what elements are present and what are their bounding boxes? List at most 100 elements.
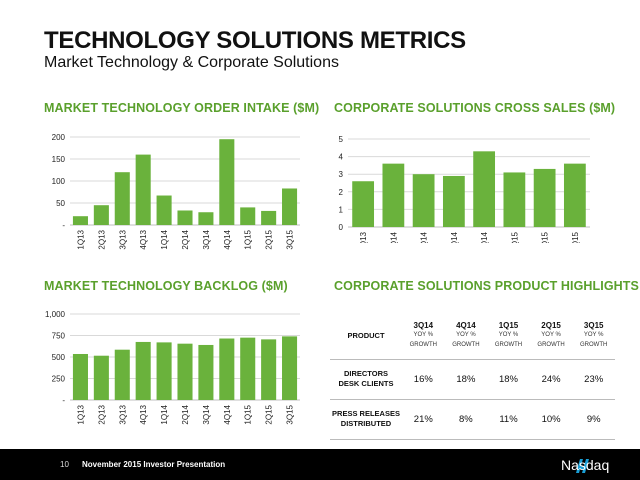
row-label: PRESS RELEASES DISTRIBUTED xyxy=(330,399,402,440)
x-tick-label: 3Q15 xyxy=(571,231,580,243)
bar xyxy=(563,163,586,227)
table-header-row: PRODUCT 3Q14 YOY % GROWTH 4Q14 YOY % GROWTH … xyxy=(330,313,615,360)
x-tick-label: 1Q13 xyxy=(76,404,85,424)
x-tick-label: 1Q14 xyxy=(389,231,398,243)
bar xyxy=(156,195,172,225)
table-cell: 18% xyxy=(487,359,530,400)
bar xyxy=(240,207,256,225)
order-intake-chart: - 50 100 150 200 1Q13 2Q13 3Q13 4Q13 1Q14 2Q14 3Q14… xyxy=(30,128,310,258)
x-tick-label: 3Q13 xyxy=(118,229,127,249)
column-header: 4Q14 YOY % GROWTH xyxy=(444,313,488,360)
bar xyxy=(261,339,277,400)
x-tick-label: 1Q15 xyxy=(244,404,253,424)
bar xyxy=(282,336,298,400)
bar xyxy=(177,343,193,400)
bar-chart-svg: 0 1 2 3 4 5 4Q13 1Q14 2Q14 3Q14 4Q14 1Q15 2Q15 3Q15 xyxy=(339,135,590,243)
product-highlights-table: PRODUCT 3Q14 YOY % GROWTH 4Q14 YOY % GROWTH … xyxy=(330,313,615,440)
bar xyxy=(177,210,193,225)
bar xyxy=(114,349,130,400)
bar xyxy=(93,355,109,400)
bar xyxy=(261,210,277,225)
x-tick-label: 2Q14 xyxy=(181,229,190,249)
bar xyxy=(473,151,496,227)
x-tick-label: 2Q15 xyxy=(265,229,274,249)
bar xyxy=(442,175,465,227)
table-cell: 18% xyxy=(444,359,488,400)
x-tick-label: 2Q14 xyxy=(181,404,190,424)
x-tick-label: 3Q14 xyxy=(202,404,211,424)
column-header: 1Q15 YOY % GROWTH xyxy=(487,313,530,360)
page-number: 10 xyxy=(60,460,69,469)
x-tick-label: 4Q14 xyxy=(223,229,232,249)
bar xyxy=(382,163,405,227)
x-tick-label: 2Q15 xyxy=(541,231,550,243)
y-tick-label: 3 xyxy=(339,170,344,179)
bar xyxy=(240,337,256,400)
bar xyxy=(72,353,88,400)
bar xyxy=(352,181,375,227)
x-tick-label: 2Q15 xyxy=(265,404,274,424)
bar xyxy=(412,174,435,227)
cross-sales-chart-title: CORPORATE SOLUTIONS CROSS SALES ($M) xyxy=(334,101,616,115)
table-row: DIRECTORS DESK CLIENTS 16% 18% 18% 24% 23… xyxy=(330,359,615,400)
page-title: TECHNOLOGY SOLUTIONS METRICS xyxy=(44,27,466,54)
table-cell: 8% xyxy=(444,399,488,440)
bar xyxy=(156,342,172,400)
bar xyxy=(198,212,214,225)
product-highlights-title: CORPORATE SOLUTIONS PRODUCT HIGHLIGHTS xyxy=(334,279,639,293)
y-tick-label: 200 xyxy=(52,133,66,142)
x-tick-label: 4Q14 xyxy=(480,231,489,243)
y-tick-label: 1 xyxy=(339,205,344,214)
presentation-label: November 2015 Investor Presentation xyxy=(82,460,226,469)
x-tick-label: 3Q14 xyxy=(202,229,211,249)
y-tick-label: 1,000 xyxy=(45,310,66,319)
nasdaq-logo-text: Nasdaq xyxy=(561,457,610,473)
y-tick-label: 250 xyxy=(52,375,66,384)
bar xyxy=(219,139,235,225)
x-tick-label: 4Q14 xyxy=(223,404,232,424)
footer-bar: 10 November 2015 Investor Presentation N… xyxy=(0,449,640,480)
table-cell: 23% xyxy=(572,359,615,400)
bar xyxy=(135,154,151,225)
bar xyxy=(533,168,556,227)
y-tick-label: 50 xyxy=(56,199,65,208)
product-column-header: PRODUCT xyxy=(330,313,402,360)
x-tick-label: 1Q14 xyxy=(160,404,169,424)
bar xyxy=(93,205,109,225)
x-tick-label: 3Q15 xyxy=(286,404,295,424)
table-cell: 9% xyxy=(572,399,615,440)
bar xyxy=(282,188,298,225)
table-cell: 11% xyxy=(487,399,530,440)
x-tick-label: 2Q13 xyxy=(97,229,106,249)
x-tick-label: 1Q15 xyxy=(244,229,253,249)
table-cell: 21% xyxy=(402,399,445,440)
y-tick-label: - xyxy=(62,396,65,405)
table-row: PRESS RELEASES DISTRIBUTED 21% 8% 11% 10%… xyxy=(330,399,615,440)
x-tick-label: 3Q15 xyxy=(286,229,295,249)
y-tick-label: 4 xyxy=(339,153,344,162)
x-tick-label: 4Q13 xyxy=(359,231,368,243)
y-tick-label: - xyxy=(62,221,65,230)
column-header: 3Q14 YOY % GROWTH xyxy=(402,313,445,360)
x-tick-label: 1Q13 xyxy=(76,229,85,249)
x-tick-label: 2Q14 xyxy=(420,231,429,243)
x-tick-label: 3Q14 xyxy=(450,231,459,243)
bar xyxy=(114,172,130,225)
y-tick-label: 150 xyxy=(52,155,66,164)
y-tick-label: 750 xyxy=(52,332,66,341)
bar xyxy=(72,216,88,225)
y-tick-label: 100 xyxy=(52,177,66,186)
x-tick-label: 1Q15 xyxy=(510,231,519,243)
x-tick-label: 4Q13 xyxy=(139,404,148,424)
x-tick-label: 4Q13 xyxy=(139,229,148,249)
x-tick-label: 1Q14 xyxy=(160,229,169,249)
y-tick-label: 2 xyxy=(339,188,344,197)
y-tick-label: 0 xyxy=(339,223,344,232)
backlog-chart-title: MARKET TECHNOLOGY BACKLOG ($M) xyxy=(44,279,288,293)
x-tick-label: 2Q13 xyxy=(97,404,106,424)
cross-sales-chart: 0 1 2 3 4 5 4Q13 1Q14 2Q14 3Q14 4Q14 1Q15 2Q15 3Q15 xyxy=(330,128,595,243)
bar-chart-svg: - 250 500 750 1,000 1Q13 2Q13 3Q13 4Q13 1Q14 2Q14 3… xyxy=(45,310,300,425)
nasdaq-logo-icon xyxy=(576,459,589,473)
bar xyxy=(135,341,151,400)
bar xyxy=(198,344,214,400)
